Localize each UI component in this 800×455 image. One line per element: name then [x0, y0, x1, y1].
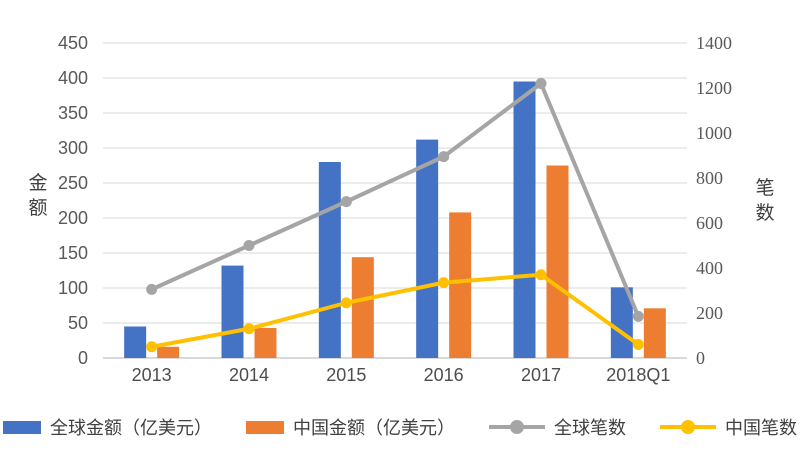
bar-global-2015 [318, 162, 341, 358]
bar-global-2016 [416, 139, 439, 358]
bar-china-2018Q1 [643, 308, 666, 358]
bar-china-2015 [351, 257, 374, 358]
legend-item-china-amount: 中国金额（亿美元） [246, 414, 455, 440]
right-axis-tick: 800 [696, 168, 723, 188]
left-axis-tick: 150 [57, 243, 88, 263]
bar-global-2017 [513, 81, 536, 358]
marker-china-count-2016 [438, 277, 450, 289]
left-axis-tick: 100 [57, 278, 88, 298]
marker-china-count-2015 [340, 297, 352, 309]
marker-china-count-2014 [243, 323, 255, 335]
legend-swatch-china-amount-icon [246, 420, 284, 434]
x-axis-label-2017: 2017 [520, 365, 562, 385]
marker-china-count-2018Q1 [632, 339, 644, 350]
legend-item-global-count: 全球笔数 [489, 414, 626, 440]
bar-china-2016 [449, 212, 472, 358]
legend: 全球金额（亿美元） 中国金额（亿美元） 全球笔数 中国笔数 [0, 411, 800, 443]
marker-global-count-2018Q1 [632, 310, 644, 322]
left-axis-tick: 300 [57, 138, 88, 158]
right-axis-tick: 600 [696, 213, 723, 233]
bar-global-2013 [124, 326, 147, 358]
legend-item-global-amount: 全球金额（亿美元） [3, 414, 212, 440]
legend-label-global-count: 全球笔数 [554, 418, 626, 438]
marker-china-count-2013 [146, 341, 158, 353]
left-axis-tick: 400 [57, 68, 88, 88]
left-axis-tick: 50 [67, 313, 88, 333]
line-global-count [149, 81, 641, 319]
right-axis-tick: 0 [696, 348, 705, 368]
left-axis-tick: 0 [77, 348, 88, 368]
right-axis-tick: 1200 [696, 78, 732, 98]
left-axis-tick: 200 [57, 208, 88, 228]
legend-swatch-china-count-icon [660, 420, 716, 435]
legend-label-china-amount: 中国金额（亿美元） [293, 418, 455, 438]
x-axis-label-2018Q1: 2018Q1 [606, 365, 671, 385]
marker-global-count-2017 [535, 78, 547, 89]
right-axis-title: 笔数 [755, 178, 775, 225]
right-axis-tick: 200 [696, 303, 723, 323]
bar-china-2017 [546, 165, 569, 358]
line-china-count [149, 272, 641, 349]
x-axis-label-2016: 2016 [423, 365, 464, 385]
legend-swatch-global-amount-icon [3, 420, 41, 434]
left-axis-tick: 450 [57, 33, 88, 53]
bar-global-2014 [221, 265, 244, 358]
bar-china-2013 [157, 346, 180, 358]
right-axis-tick: 1400 [696, 33, 732, 53]
marker-global-count-2013 [146, 283, 158, 295]
right-axis-tick: 400 [696, 258, 723, 278]
bar-china-2014 [254, 327, 277, 358]
left-axis-tick: 250 [57, 173, 88, 193]
marker-china-count-2017 [535, 269, 547, 281]
marker-global-count-2016 [438, 151, 450, 163]
x-axis-label-2015: 2015 [326, 365, 367, 385]
x-axis-label-2014: 2014 [228, 365, 270, 385]
marker-global-count-2014 [243, 240, 255, 251]
bar-global-2018Q1 [610, 287, 633, 358]
x-axis-label-2013: 2013 [131, 365, 172, 385]
legend-item-china-count: 中国笔数 [660, 414, 797, 440]
legend-label-china-count: 中国笔数 [725, 418, 797, 438]
left-axis-title: 金额 [28, 173, 48, 220]
left-axis-tick: 350 [57, 103, 88, 123]
marker-global-count-2015 [340, 196, 352, 208]
right-axis-tick: 1000 [696, 123, 732, 143]
legend-swatch-global-count-icon [489, 420, 545, 435]
legend-label-global-amount: 全球金额（亿美元） [50, 418, 212, 438]
